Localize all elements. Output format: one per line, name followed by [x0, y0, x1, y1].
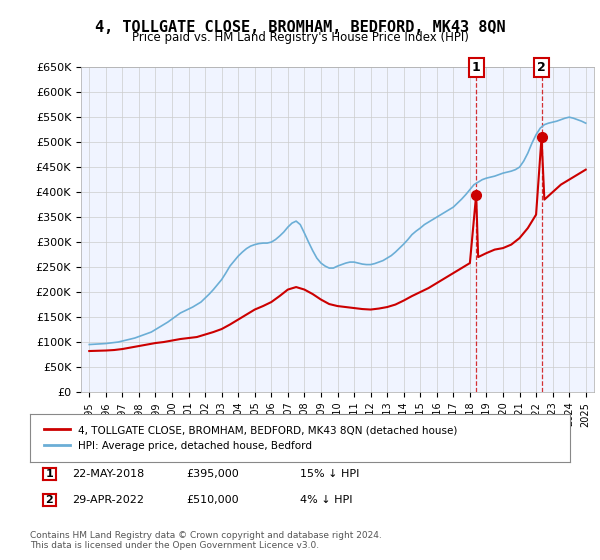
Text: 4% ↓ HPI: 4% ↓ HPI — [300, 495, 353, 505]
Text: 29-APR-2022: 29-APR-2022 — [72, 495, 144, 505]
Text: 1: 1 — [472, 60, 481, 74]
Text: 2: 2 — [46, 495, 53, 505]
Text: Price paid vs. HM Land Registry's House Price Index (HPI): Price paid vs. HM Land Registry's House … — [131, 31, 469, 44]
Text: 4, TOLLGATE CLOSE, BROMHAM, BEDFORD, MK43 8QN: 4, TOLLGATE CLOSE, BROMHAM, BEDFORD, MK4… — [95, 20, 505, 35]
Text: £510,000: £510,000 — [186, 495, 239, 505]
Text: 15% ↓ HPI: 15% ↓ HPI — [300, 469, 359, 479]
Text: Contains HM Land Registry data © Crown copyright and database right 2024.
This d: Contains HM Land Registry data © Crown c… — [30, 530, 382, 550]
Text: £395,000: £395,000 — [186, 469, 239, 479]
Legend: 4, TOLLGATE CLOSE, BROMHAM, BEDFORD, MK43 8QN (detached house), HPI: Average pri: 4, TOLLGATE CLOSE, BROMHAM, BEDFORD, MK4… — [41, 422, 461, 454]
Text: 22-MAY-2018: 22-MAY-2018 — [72, 469, 144, 479]
Text: 1: 1 — [46, 469, 53, 479]
Text: 2: 2 — [537, 60, 546, 74]
